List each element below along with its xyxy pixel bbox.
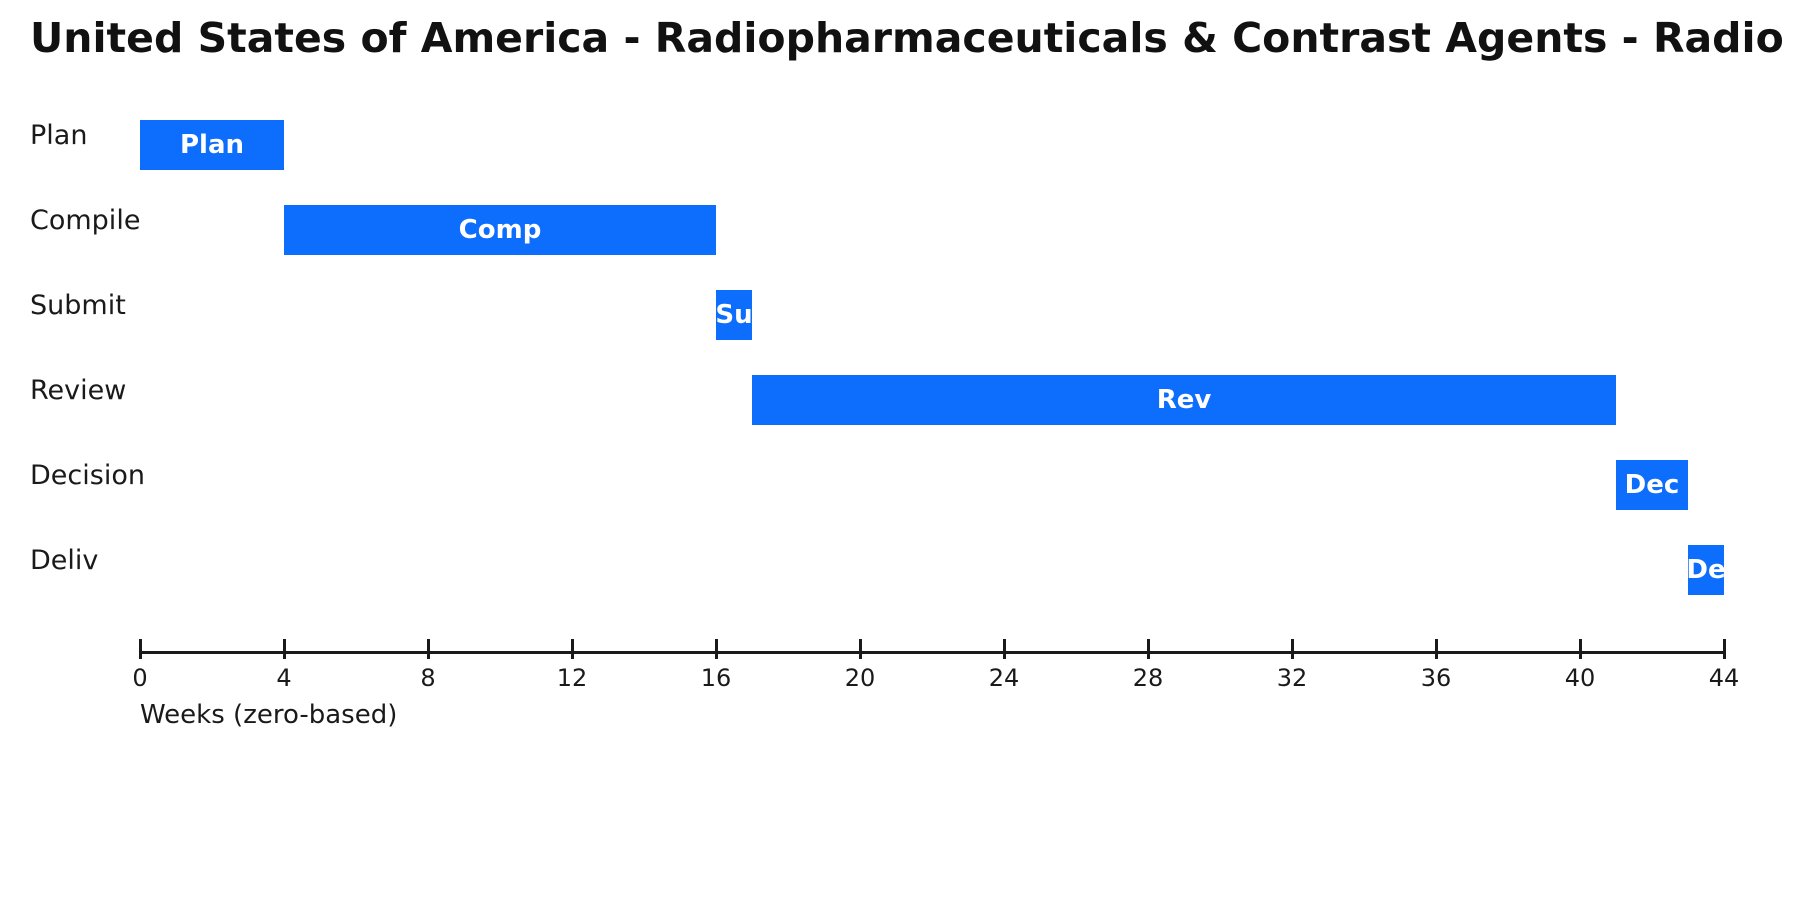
x-axis-tick	[426, 639, 430, 659]
x-axis-tick	[1578, 639, 1582, 659]
x-axis-tick-label: 4	[276, 664, 292, 692]
x-axis-tick-label: 12	[556, 664, 588, 692]
task-row-label: Submit	[30, 290, 126, 321]
gantt-bar: Rev	[752, 375, 1616, 425]
x-axis-tick	[570, 639, 574, 659]
gantt-bar: Su	[715, 290, 753, 340]
task-row-label: Deliv	[30, 545, 99, 576]
x-axis-tick	[1290, 639, 1294, 659]
x-axis-tick-label: 16	[700, 664, 732, 692]
x-axis-tick-label: 28	[1132, 664, 1164, 692]
x-axis-tick-label: 36	[1420, 664, 1452, 692]
x-axis-tick	[282, 639, 286, 659]
gantt-bar: Plan	[140, 120, 284, 170]
gantt-bar-label: Comp	[458, 215, 542, 245]
task-row-label: Compile	[30, 205, 141, 236]
x-axis-tick	[1434, 639, 1438, 659]
task-row-label: Review	[30, 375, 127, 406]
gantt-bar-label: Su	[715, 300, 753, 330]
gantt-bar-label: De	[1686, 555, 1726, 585]
x-axis-tick	[714, 639, 718, 659]
x-axis-tick-label: 32	[1276, 664, 1308, 692]
x-axis-tick	[1002, 639, 1006, 659]
gantt-bar: Dec	[1616, 460, 1688, 510]
task-row-label: Decision	[30, 460, 145, 491]
x-axis-tick-label: 8	[420, 664, 436, 692]
x-axis-tick	[1722, 639, 1726, 659]
x-axis-tick-label: 40	[1564, 664, 1596, 692]
gantt-bar-label: Rev	[1156, 385, 1212, 415]
x-axis-tick-label: 0	[132, 664, 148, 692]
x-axis-title: Weeks (zero-based)	[140, 700, 398, 730]
x-axis-tick	[1146, 639, 1150, 659]
x-axis-line	[139, 651, 1726, 654]
x-axis-tick-label: 20	[844, 664, 876, 692]
gantt-bar-label: Dec	[1624, 470, 1680, 500]
gantt-bar: Comp	[284, 205, 716, 255]
x-axis-tick-label: 24	[988, 664, 1020, 692]
chart-title: United States of America - Radiopharmace…	[30, 14, 1784, 62]
x-axis-tick	[858, 639, 862, 659]
gantt-bar: De	[1686, 545, 1726, 595]
gantt-bar-label: Plan	[179, 130, 245, 160]
x-axis-tick-label: 44	[1708, 664, 1740, 692]
task-row-label: Plan	[30, 120, 88, 151]
x-axis-tick	[138, 639, 142, 659]
